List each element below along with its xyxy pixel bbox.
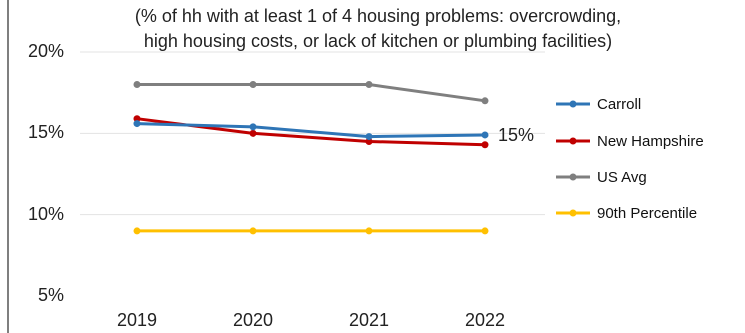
legend-item-us-avg: US Avg (556, 169, 647, 186)
data-point-us-avg (365, 81, 373, 89)
data-point-new-hampshire (481, 141, 489, 149)
data-point-carroll (365, 133, 373, 141)
series-layer (133, 81, 489, 235)
legend-label: Carroll (597, 96, 641, 113)
legend-label: New Hampshire (597, 133, 704, 150)
x-tick-label: 2022 (465, 310, 505, 330)
data-point-us-avg (133, 81, 141, 89)
data-point-90th-percentile (365, 227, 373, 235)
data-point-us-avg (249, 81, 257, 89)
y-tick-label: 20% (28, 41, 64, 61)
data-point-new-hampshire (249, 129, 257, 137)
legend-item-carroll: Carroll (556, 96, 641, 113)
carroll-2022-data-label: 15% (498, 125, 534, 145)
legend-marker (569, 173, 577, 181)
y-tick-label: 15% (28, 122, 64, 142)
x-axis-ticks: 2019 2020 2021 2022 (117, 310, 505, 330)
data-point-new-hampshire (133, 115, 141, 123)
chart-subtitle-line-1: (% of hh with at least 1 of 4 housing pr… (135, 6, 621, 26)
legend-marker (569, 137, 577, 145)
legend-label: 90th Percentile (597, 205, 697, 222)
x-tick-label: 2019 (117, 310, 157, 330)
data-point-carroll (133, 120, 141, 128)
legend-label: US Avg (597, 169, 647, 186)
y-tick-label: 10% (28, 204, 64, 224)
y-tick-label: 5% (38, 285, 64, 305)
legend-marker (569, 100, 577, 108)
x-tick-label: 2021 (349, 310, 389, 330)
data-point-90th-percentile (249, 227, 257, 235)
legend: Carroll New Hampshire US Avg 90th Percen… (556, 96, 704, 222)
series-line-us-avg (137, 83, 486, 103)
chart-subtitle-line-2: high housing costs, or lack of kitchen o… (144, 31, 612, 51)
y-axis-ticks: 20% 15% 10% 5% (28, 41, 64, 305)
x-tick-label: 2020 (233, 310, 273, 330)
legend-marker (569, 209, 577, 217)
data-point-90th-percentile (133, 227, 141, 235)
legend-item-new-hampshire: New Hampshire (556, 133, 704, 150)
data-point-carroll (249, 123, 257, 131)
data-point-90th-percentile (481, 227, 489, 235)
legend-item-90th-percentile: 90th Percentile (556, 205, 697, 222)
series-line-carroll (136, 122, 486, 139)
data-point-us-avg (481, 97, 489, 105)
data-point-carroll (481, 131, 489, 139)
data-point-new-hampshire (365, 137, 373, 145)
